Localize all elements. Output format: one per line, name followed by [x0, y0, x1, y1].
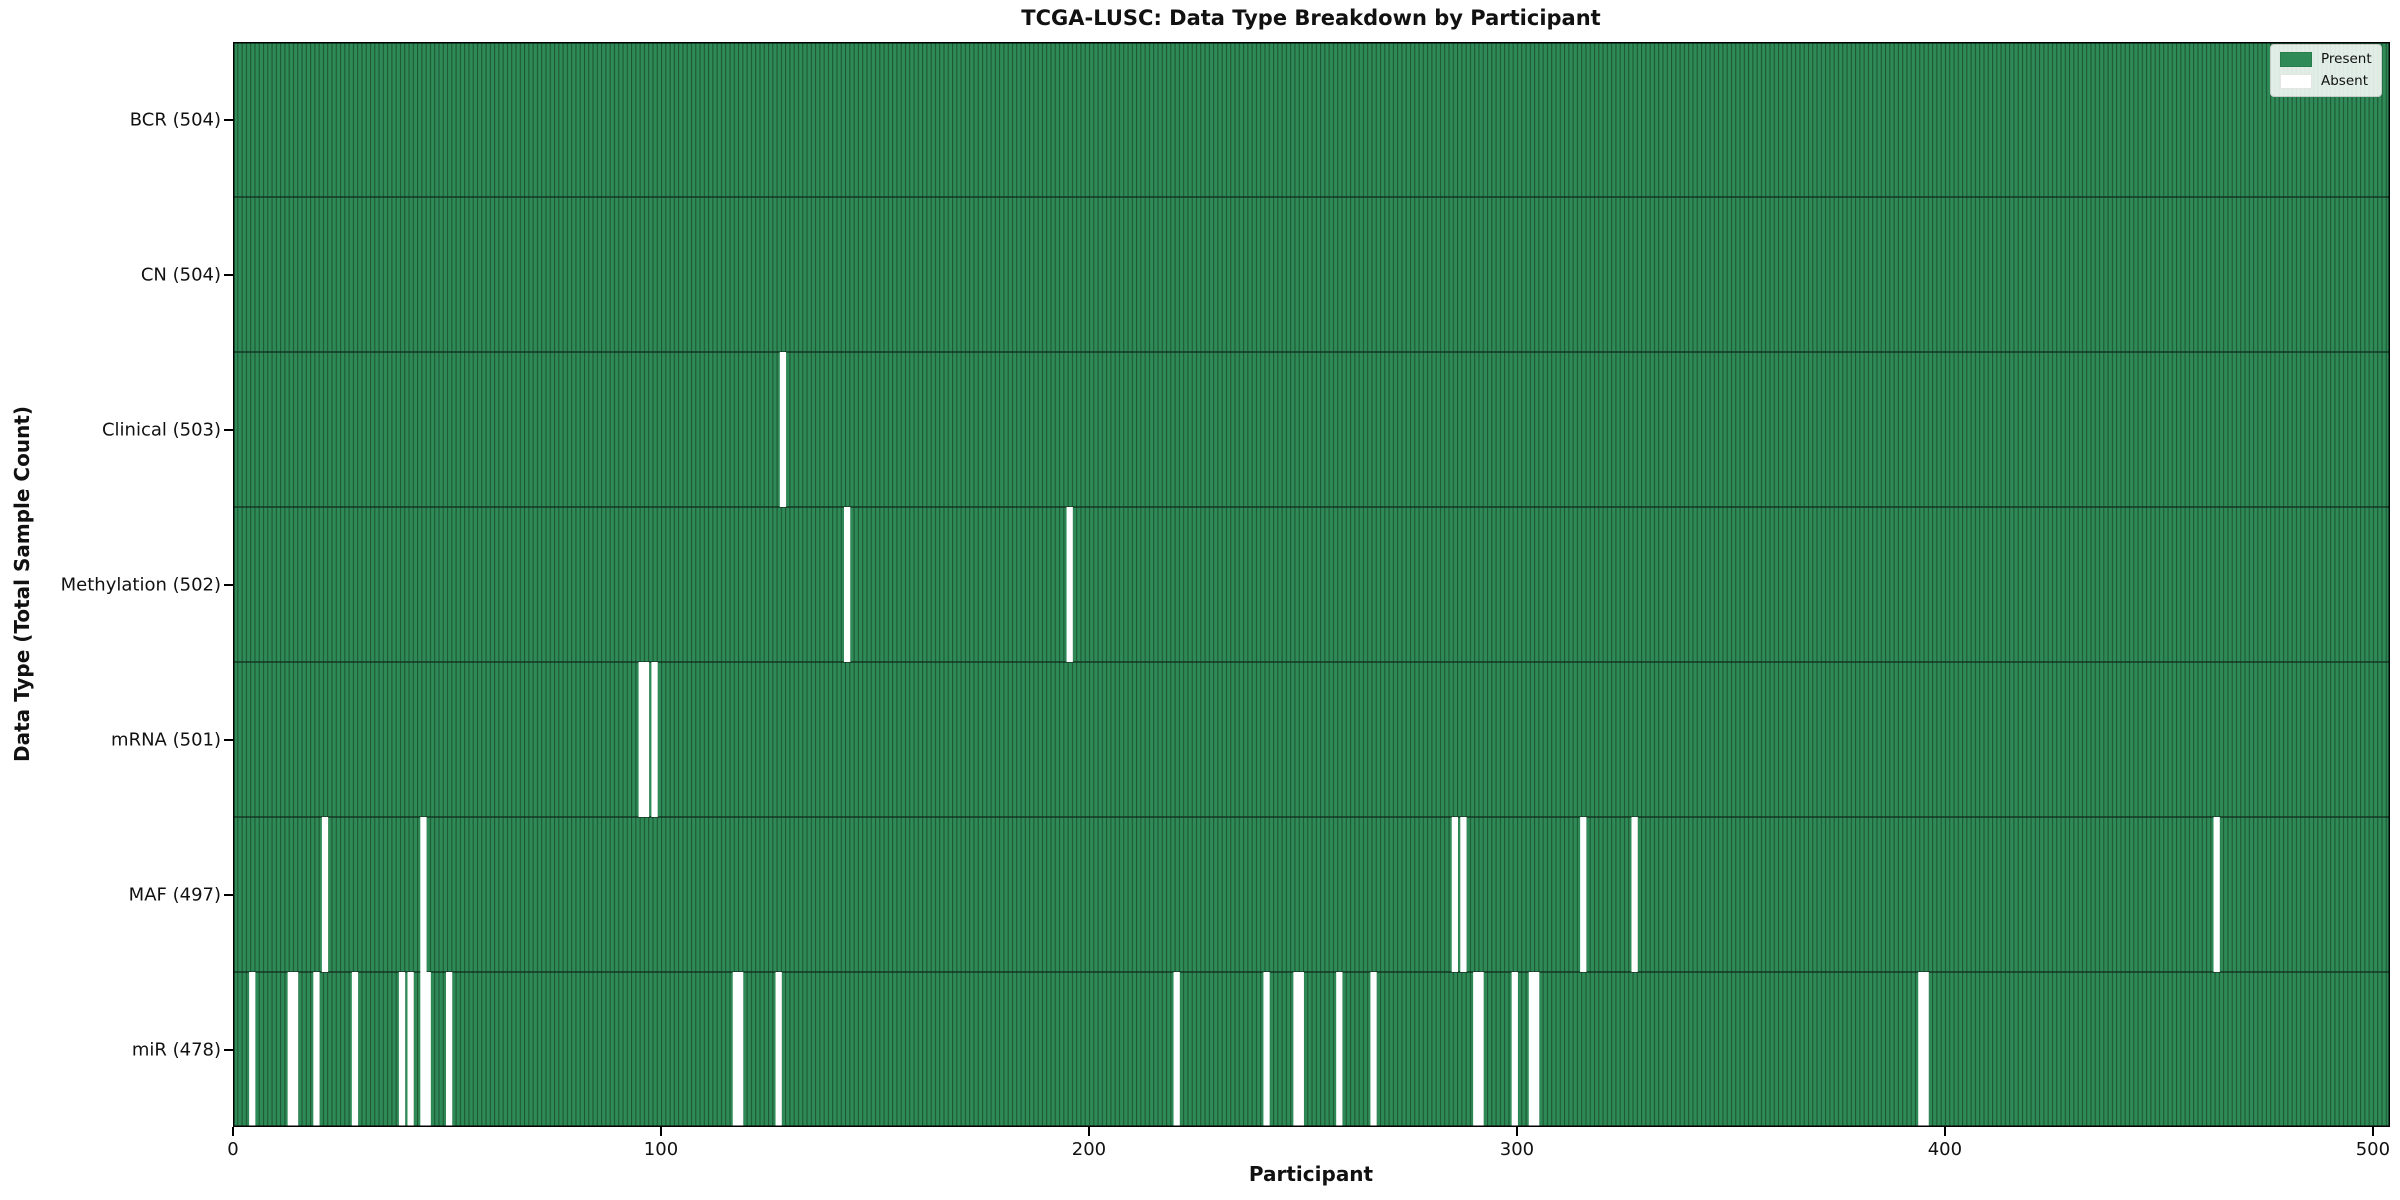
y-tick-mark	[224, 893, 233, 896]
y-tick-mark	[224, 273, 233, 276]
absent-gap	[1580, 817, 1587, 972]
absent-gap	[249, 972, 256, 1126]
absent-gap	[445, 972, 453, 1126]
presence-matrix	[233, 42, 2390, 1127]
x-axis-title: Participant	[1248, 1162, 1374, 1186]
present-swatch-icon	[2280, 52, 2312, 67]
y-tick-label-mRNA: mRNA (501)	[111, 729, 221, 750]
absent-gap	[398, 972, 406, 1126]
absent-gap	[1066, 507, 1073, 662]
y-axis-title: Data Type (Total Sample Count)	[10, 405, 34, 763]
absent-gap	[321, 817, 329, 972]
absent-gap	[1293, 972, 1300, 1126]
x-tick-mark	[2371, 1127, 2374, 1136]
y-tick-label-CN: CN (504)	[140, 264, 221, 285]
legend: Present Absent	[2270, 44, 2382, 97]
x-tick-label-300: 300	[1499, 1139, 1535, 1160]
absent-gap	[1528, 972, 1536, 1126]
legend-label-present: Present	[2321, 50, 2372, 67]
chart-title: TCGA-LUSC: Data Type Breakdown by Partic…	[1021, 6, 1601, 30]
absent-swatch-icon	[2280, 74, 2312, 89]
legend-label-absent: Absent	[2321, 72, 2368, 89]
x-tick-label-100: 100	[643, 1139, 679, 1160]
x-tick-mark	[232, 1127, 234, 1136]
absent-gap	[1451, 817, 1459, 972]
x-tick-label-0: 0	[227, 1139, 239, 1160]
absent-gap	[1370, 972, 1377, 1126]
y-tick-mark	[224, 738, 233, 741]
absent-gap	[420, 972, 427, 1126]
x-tick-mark	[1943, 1127, 1946, 1136]
y-tick-mark	[224, 118, 233, 121]
absent-gap	[1922, 972, 1929, 1126]
absent-gap	[313, 972, 320, 1126]
bar-edge-stripes	[233, 42, 2390, 1127]
absent-gap	[420, 817, 427, 972]
absent-gap	[424, 972, 431, 1126]
absent-gap	[732, 972, 740, 1126]
y-tick-mark	[224, 1048, 233, 1051]
y-tick-label-Clinical: Clinical (503)	[101, 419, 221, 440]
absent-gap	[638, 662, 645, 817]
absent-gap	[651, 662, 658, 817]
y-tick-mark	[224, 428, 233, 431]
plot-area	[233, 42, 2390, 1127]
absent-gap	[1297, 972, 1304, 1126]
absent-gap	[779, 352, 787, 507]
y-tick-label-MAF: MAF (497)	[128, 884, 221, 905]
absent-gap	[642, 662, 650, 817]
absent-gap	[1511, 972, 1518, 1126]
x-tick-mark	[659, 1127, 662, 1136]
y-tick-mark	[224, 583, 233, 586]
absent-gap	[737, 972, 744, 1126]
absent-gap	[1477, 972, 1484, 1126]
absent-gap	[1533, 972, 1540, 1126]
absent-gap	[1263, 972, 1270, 1126]
y-tick-label-Methylation: Methylation (502)	[60, 574, 221, 595]
absent-gap	[1336, 972, 1343, 1126]
absent-gap	[1473, 972, 1480, 1126]
x-tick-mark	[1515, 1127, 1518, 1136]
x-tick-label-500: 500	[2355, 1139, 2391, 1160]
absent-gap	[351, 972, 359, 1126]
absent-gap	[1173, 972, 1180, 1126]
absent-gap	[844, 507, 851, 662]
absent-gap	[1631, 817, 1638, 972]
legend-entry-present: Present	[2280, 52, 2372, 67]
x-tick-mark	[1087, 1127, 1090, 1136]
absent-gap	[287, 972, 294, 1126]
absent-gap	[775, 972, 782, 1126]
x-tick-label-200: 200	[1071, 1139, 1107, 1160]
absent-gap	[1918, 972, 1925, 1126]
absent-gap	[291, 972, 299, 1126]
absent-gap	[407, 972, 414, 1126]
absent-gap	[2213, 817, 2220, 972]
legend-entry-absent: Absent	[2280, 74, 2372, 89]
x-tick-label-400: 400	[1927, 1139, 1963, 1160]
y-tick-label-miR: miR (478)	[131, 1039, 221, 1060]
y-tick-label-BCR: BCR (504)	[129, 109, 221, 130]
absent-gap	[1460, 817, 1467, 972]
